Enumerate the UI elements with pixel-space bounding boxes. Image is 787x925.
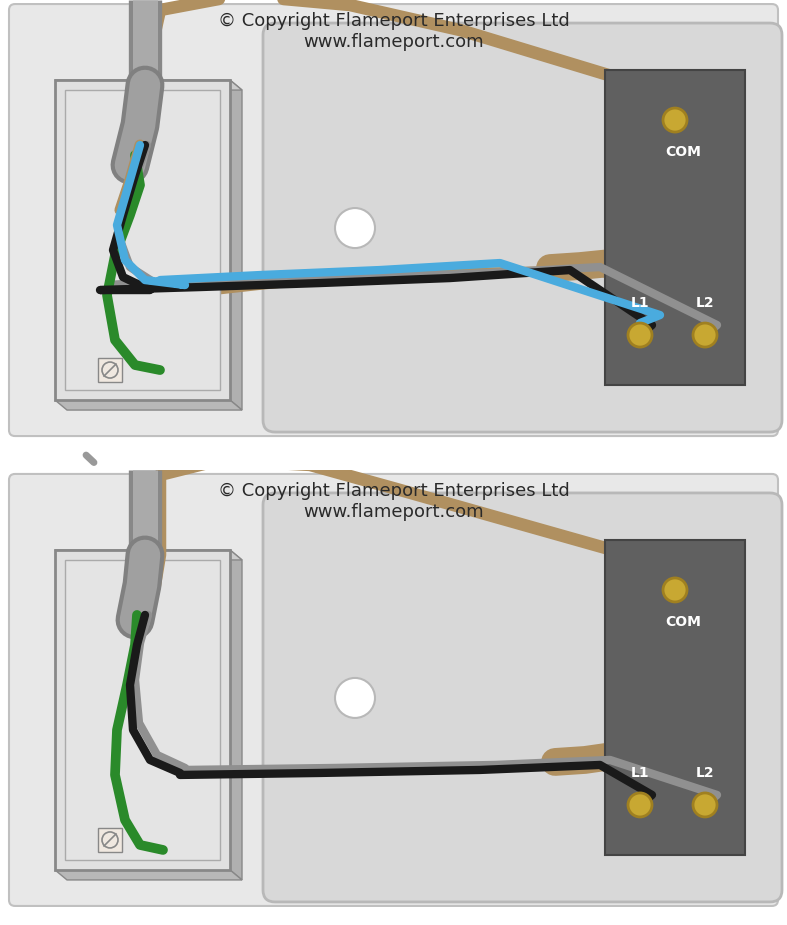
FancyBboxPatch shape [605,70,745,385]
Circle shape [335,208,375,248]
Polygon shape [55,400,242,410]
FancyBboxPatch shape [9,4,778,436]
Text: L2: L2 [696,766,715,780]
FancyBboxPatch shape [98,828,122,852]
Polygon shape [55,550,242,560]
Polygon shape [230,80,242,410]
Circle shape [663,578,687,602]
Circle shape [628,793,652,817]
Text: COM: COM [665,145,701,159]
Circle shape [663,108,687,132]
FancyBboxPatch shape [65,560,220,860]
Text: © Copyright Flameport Enterprises Ltd
www.flameport.com: © Copyright Flameport Enterprises Ltd ww… [218,482,569,521]
Polygon shape [55,870,242,880]
Circle shape [693,793,717,817]
Circle shape [700,208,740,248]
Polygon shape [55,80,242,90]
FancyBboxPatch shape [263,23,782,432]
Text: COM: COM [665,615,701,629]
FancyBboxPatch shape [65,90,220,390]
FancyBboxPatch shape [263,493,782,902]
Circle shape [628,323,652,347]
Circle shape [700,678,740,718]
Text: L2: L2 [696,296,715,310]
Text: L1: L1 [630,296,649,310]
FancyBboxPatch shape [55,80,230,400]
Circle shape [693,323,717,347]
Polygon shape [230,550,242,880]
FancyBboxPatch shape [98,358,122,382]
FancyBboxPatch shape [55,550,230,870]
FancyBboxPatch shape [605,540,745,855]
FancyBboxPatch shape [9,474,778,906]
Text: L1: L1 [630,766,649,780]
Circle shape [335,678,375,718]
Text: © Copyright Flameport Enterprises Ltd
www.flameport.com: © Copyright Flameport Enterprises Ltd ww… [218,12,569,51]
